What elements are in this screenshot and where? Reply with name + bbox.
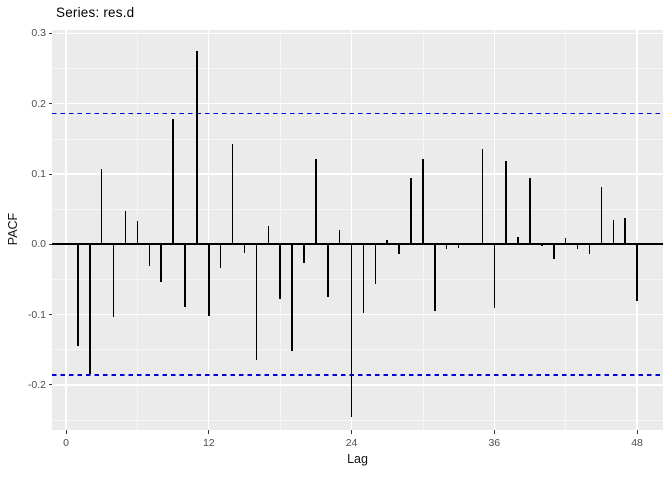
pacf-spike <box>279 244 281 300</box>
y-tick-label: 0.0 <box>31 238 46 251</box>
y-minor-gridline <box>52 279 663 280</box>
x-major-gridline <box>65 30 67 430</box>
x-tick-mark <box>208 430 210 434</box>
x-minor-gridline <box>279 30 281 430</box>
pacf-spike <box>469 242 472 245</box>
pacf-spike <box>624 217 626 245</box>
pacf-spike <box>350 244 353 417</box>
x-major-gridline <box>208 30 210 430</box>
plot-panel <box>52 30 663 430</box>
plot-title: Series: res.d <box>56 5 135 20</box>
y-major-gridline <box>52 103 663 105</box>
confidence-interval-line <box>52 374 663 376</box>
pacf-spike <box>267 226 270 245</box>
pacf-spike <box>600 187 603 245</box>
pacf-spike <box>517 237 519 245</box>
pacf-spike <box>481 148 484 245</box>
pacf-spike <box>172 119 174 245</box>
y-tick-label: 0.2 <box>31 97 46 110</box>
x-tick-mark <box>493 430 495 434</box>
zero-baseline <box>52 243 663 246</box>
pacf-spike <box>362 244 365 314</box>
pacf-spike <box>89 244 91 375</box>
pacf-spike <box>398 244 400 255</box>
pacf-spike <box>255 244 258 360</box>
x-tick-mark <box>636 430 638 434</box>
pacf-spike <box>636 244 638 301</box>
y-tick-mark <box>48 173 52 175</box>
x-tick-label: 24 <box>345 437 358 449</box>
x-minor-gridline <box>565 30 567 430</box>
y-major-gridline <box>52 384 663 386</box>
x-tick-mark <box>351 430 353 434</box>
pacf-spike <box>77 244 79 347</box>
x-tick-label: 0 <box>63 437 69 449</box>
pacf-spike <box>124 210 127 245</box>
pacf-spike <box>434 244 436 312</box>
pacf-spike <box>410 178 412 245</box>
pacf-spike <box>291 244 293 352</box>
pacf-spike <box>541 244 543 247</box>
pacf-spike <box>422 159 424 245</box>
y-tick-mark <box>48 103 52 105</box>
pacf-spike <box>160 244 162 283</box>
y-tick-label: 0.3 <box>31 27 46 40</box>
pacf-spike <box>588 244 591 255</box>
pacf-spike <box>612 220 615 245</box>
y-tick-mark <box>48 314 52 316</box>
pacf-spike <box>374 244 377 285</box>
pacf-spike <box>219 244 222 268</box>
x-tick-label: 36 <box>488 437 501 449</box>
pacf-spike <box>576 244 579 250</box>
y-tick-label: -0.2 <box>27 378 46 391</box>
x-tick-mark <box>65 430 67 434</box>
x-major-gridline <box>493 30 495 430</box>
y-major-gridline <box>52 173 663 175</box>
x-axis-title: Lag <box>347 452 368 466</box>
y-tick-mark <box>48 384 52 386</box>
pacf-spike <box>100 169 103 245</box>
pacf-spike <box>338 230 341 245</box>
y-minor-gridline <box>52 349 663 351</box>
y-minor-gridline <box>52 208 663 210</box>
y-tick-mark <box>48 32 52 34</box>
y-tick-mark <box>48 243 52 245</box>
pacf-spike <box>457 244 460 248</box>
pacf-spike <box>315 159 317 245</box>
pacf-spike <box>208 244 210 317</box>
y-tick-label: -0.1 <box>27 308 46 321</box>
pacf-spike <box>196 51 198 245</box>
x-tick-label: 12 <box>202 437 215 449</box>
pacf-spike <box>112 244 115 317</box>
y-major-gridline <box>52 314 663 316</box>
pacf-spike <box>327 244 329 298</box>
pacf-spike <box>564 238 567 245</box>
y-minor-gridline <box>52 68 663 69</box>
pacf-spike <box>303 244 305 263</box>
pacf-spike <box>231 143 234 245</box>
x-major-gridline <box>350 30 353 430</box>
x-tick-label: 48 <box>631 437 643 449</box>
y-minor-gridline <box>52 419 663 421</box>
y-minor-gridline <box>52 138 663 140</box>
y-tick-label: 0.1 <box>31 168 46 181</box>
pacf-spike <box>136 221 139 245</box>
pacf-spike <box>148 244 151 267</box>
pacf-spike <box>386 240 388 245</box>
y-major-gridline <box>52 32 663 35</box>
pacf-spike <box>505 161 507 245</box>
pacf-spike <box>529 177 531 245</box>
pacf-spike <box>493 244 496 308</box>
pacf-spike <box>445 244 448 249</box>
pacf-spike <box>184 244 186 307</box>
x-major-gridline <box>636 30 638 430</box>
confidence-interval-line <box>52 112 663 115</box>
pacf-spike <box>243 244 246 253</box>
pacf-spike <box>553 244 555 260</box>
